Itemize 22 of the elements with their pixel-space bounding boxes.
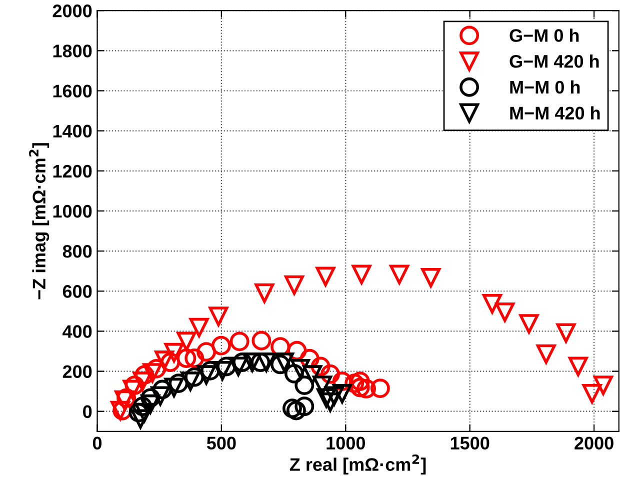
y-tick-label: 1600 <box>53 84 92 98</box>
x-tick-label: 500 <box>206 436 236 450</box>
legend-label: G−M 420 h <box>510 54 599 68</box>
y-tick-label: 1200 <box>53 164 92 178</box>
y-tick-label: 600 <box>62 285 92 298</box>
y-tick-label: 1000 <box>53 204 92 218</box>
y-tick-label: 2000 <box>52 4 92 18</box>
x-axis-title: Z real [mΩ·cm$^{2}$] <box>290 454 426 475</box>
y-tick-label: 800 <box>62 244 92 258</box>
y-tick-label: 0 <box>83 405 92 418</box>
y-tick-label: 1800 <box>53 44 92 58</box>
x-tick-label: 1000 <box>326 436 365 450</box>
x-tick-label: 0 <box>92 436 102 450</box>
y-tick-label: 1400 <box>53 124 92 138</box>
y-axis-title: −Z imag [mΩ·cm$^{2}$] <box>29 143 50 300</box>
x-tick-label: 2000 <box>574 436 614 450</box>
y-tick-label: 200 <box>62 365 92 378</box>
legend-label: M−M 0 h <box>510 80 580 94</box>
legend-label: G−M 0 h <box>510 28 579 42</box>
legend-label: M−M 420 h <box>510 106 600 120</box>
x-tick-label: 1500 <box>450 436 490 450</box>
y-tick-label: 400 <box>62 325 92 338</box>
